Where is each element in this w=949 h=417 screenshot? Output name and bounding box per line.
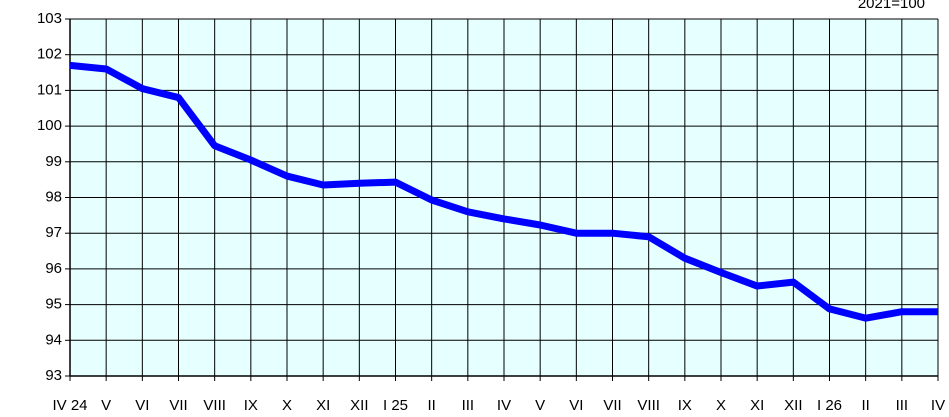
x-tick-label: XI xyxy=(750,397,764,414)
y-tick-label: 95 xyxy=(45,296,62,313)
y-tick-label: 99 xyxy=(45,153,62,170)
x-tick-label: VIII xyxy=(203,397,226,414)
y-tick-label: 96 xyxy=(45,260,62,277)
x-tick-label: X xyxy=(282,397,292,414)
x-tick-label: II xyxy=(861,397,869,414)
x-tick-label: IV xyxy=(931,397,945,414)
x-tick-label: VIII xyxy=(637,397,660,414)
x-tick-label: XII xyxy=(350,397,368,414)
x-tick-label: IX xyxy=(678,397,692,414)
x-tick-label: V xyxy=(535,397,545,414)
y-tick-label: 98 xyxy=(45,188,62,205)
x-tick-label: III xyxy=(462,397,475,414)
annotation: 2021=100 xyxy=(858,0,925,12)
x-tick-label: X xyxy=(716,397,726,414)
x-tick-label: IV xyxy=(497,397,511,414)
y-tick-label: 100 xyxy=(37,117,62,134)
x-tick-label: XI xyxy=(316,397,330,414)
y-tick-label: 103 xyxy=(37,10,62,27)
x-tick-label: VII xyxy=(169,397,187,414)
y-tick-label: 102 xyxy=(37,46,62,63)
y-tick-label: 101 xyxy=(37,81,62,98)
y-tick-label: 94 xyxy=(45,331,62,348)
x-tick-label: II xyxy=(427,397,435,414)
x-tick-label: I 25 xyxy=(383,397,408,414)
x-tick-label: V xyxy=(101,397,111,414)
x-tick-label: III xyxy=(896,397,909,414)
x-tick-label: VI xyxy=(569,397,583,414)
x-tick-label: IV 24 xyxy=(52,397,87,414)
y-tick-label: 97 xyxy=(45,224,62,241)
x-tick-label: IX xyxy=(244,397,258,414)
x-tick-label: I 26 xyxy=(817,397,842,414)
y-tick-label: 93 xyxy=(45,367,62,384)
line-series xyxy=(69,61,938,322)
x-tick-label: VII xyxy=(603,397,621,414)
x-tick-label: VI xyxy=(135,397,149,414)
x-tick-label: XII xyxy=(784,397,802,414)
